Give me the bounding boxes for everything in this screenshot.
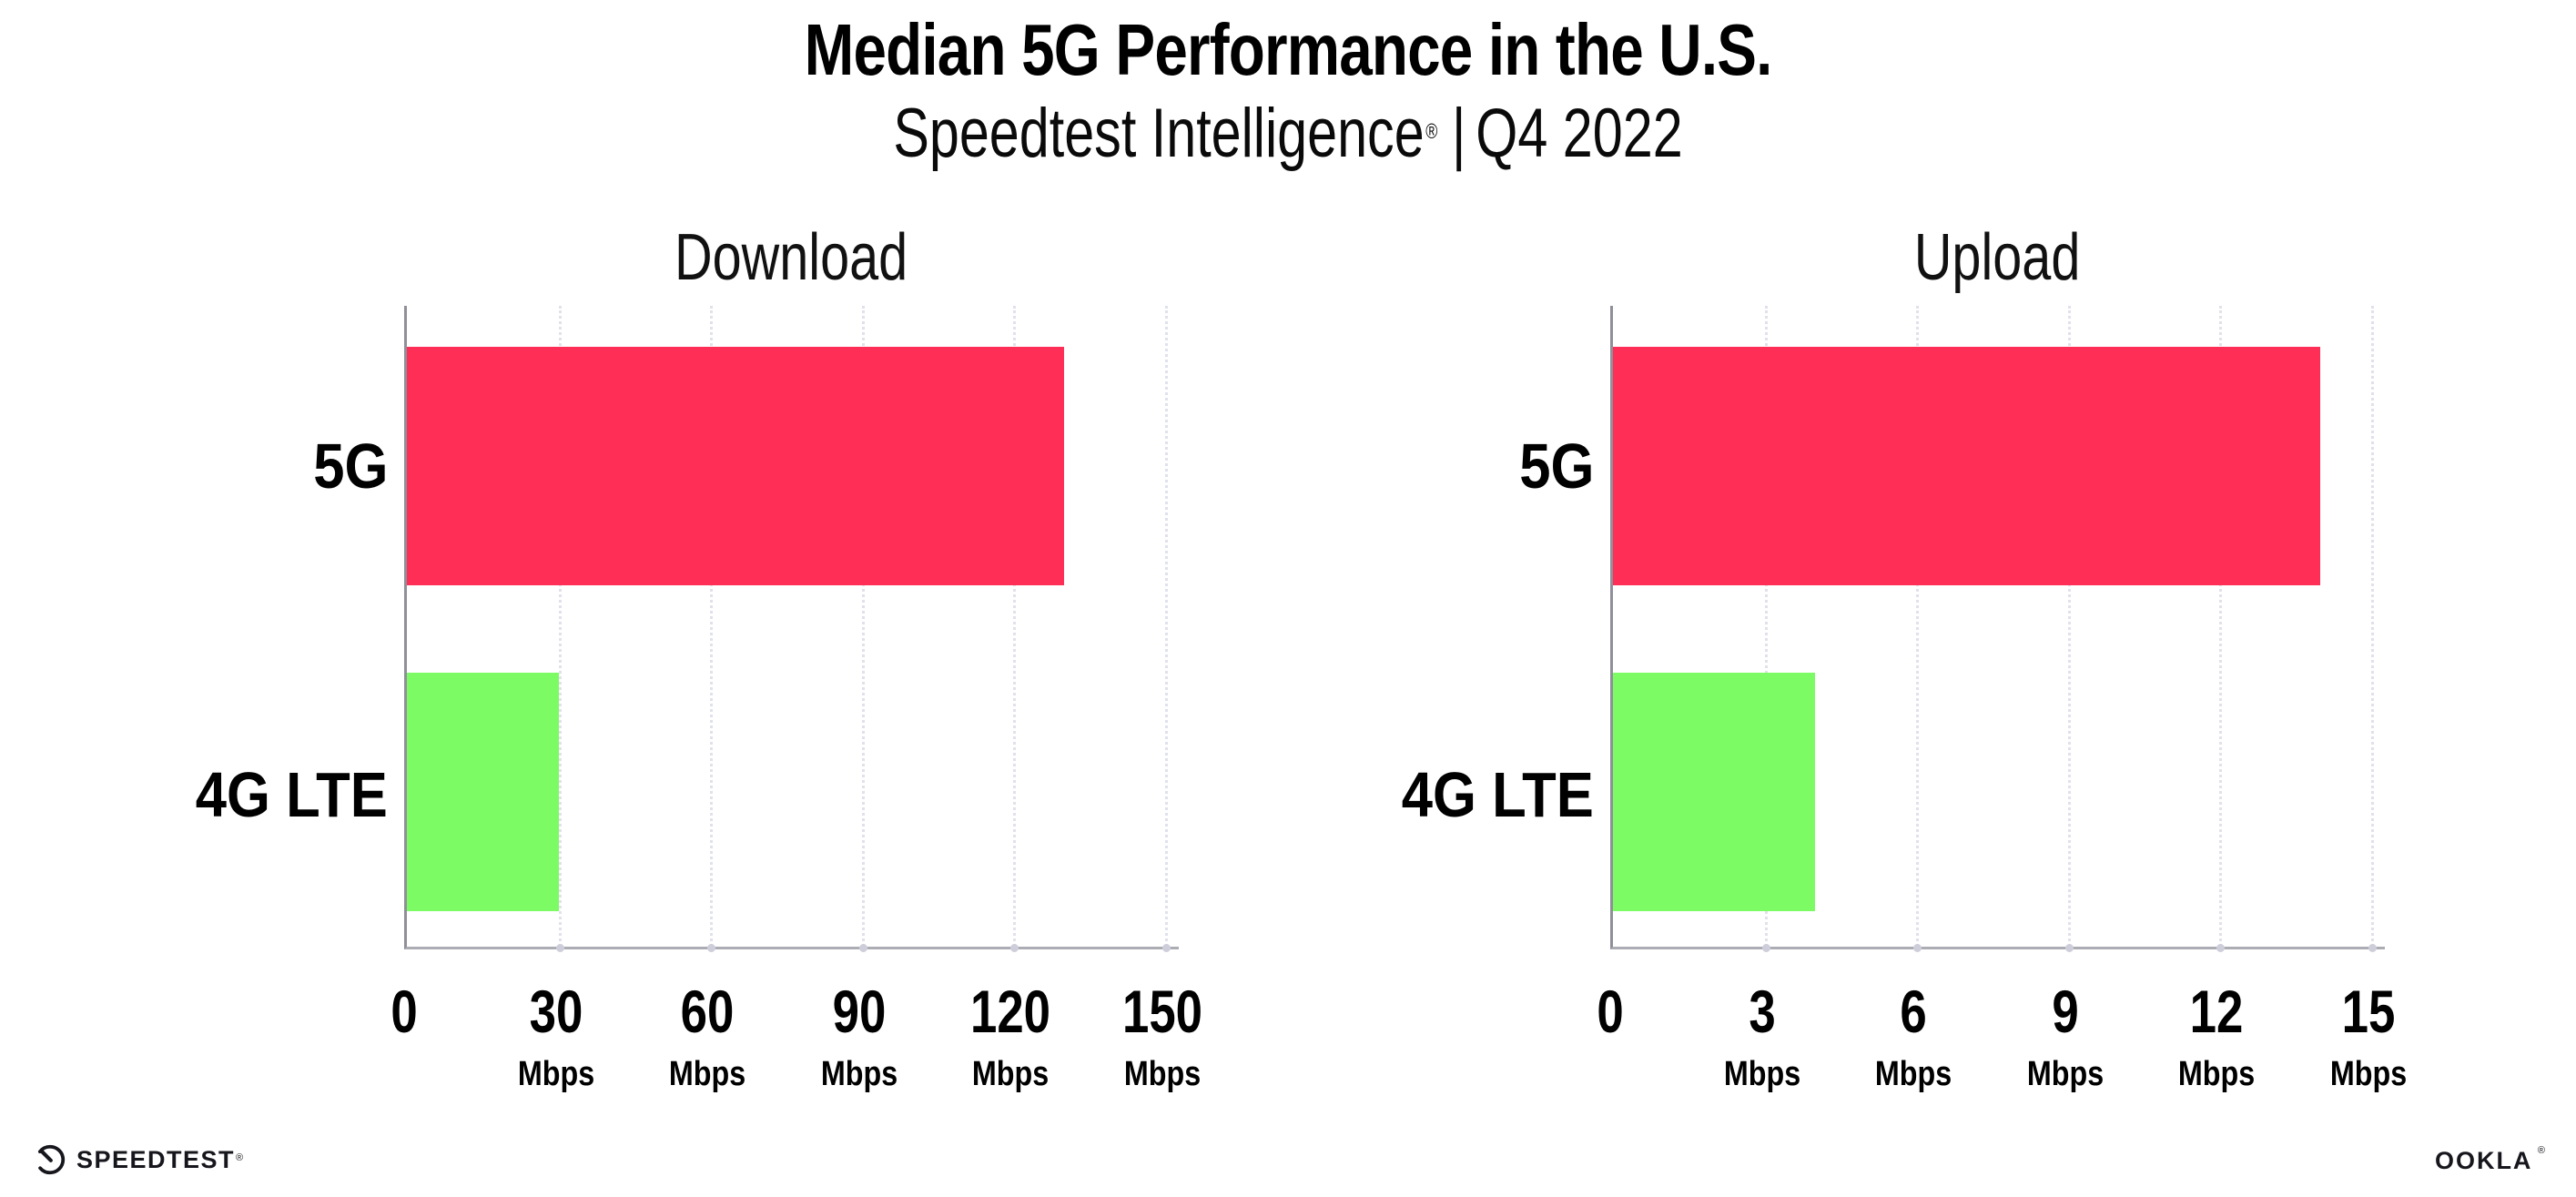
registered-mark: ®	[1425, 118, 1438, 143]
upload-plot-area	[1610, 306, 2385, 952]
x-tick: 3 Mbps	[1723, 978, 1800, 1093]
gridline	[858, 306, 867, 952]
category-label-5g: 5G	[1518, 431, 1594, 502]
subtitle-brand: Speedtest Intelligence	[893, 95, 1425, 172]
header: Median 5G Performance in the U.S. Speedt…	[0, 11, 2576, 173]
x-tick: 9 Mbps	[2026, 978, 2104, 1093]
gridline	[1162, 306, 1171, 952]
gridline	[1913, 306, 1922, 952]
gridline	[2216, 306, 2226, 952]
bar-4g-lte	[407, 673, 559, 912]
gridline	[1761, 306, 1770, 952]
page-title: Median 5G Performance in the U.S.	[0, 11, 2576, 89]
category-label-4g-lte: 4G LTE	[1401, 759, 1594, 831]
speedtest-logo: SPEEDTEST ®	[33, 1142, 243, 1177]
download-chart: Download 5G 4G LTE 0 30 Mbps	[137, 209, 1202, 1104]
upload-x-axis: 0 3 Mbps 6 Mbps 9 Mbps 12 Mbps 15 Mbps	[1597, 949, 2407, 1104]
speedtest-gauge-icon	[35, 1144, 66, 1175]
speedtest-registered-mark: ®	[236, 1152, 244, 1163]
download-plot-area	[404, 306, 1179, 952]
x-tick: 120 Mbps	[970, 978, 1051, 1093]
bar-5g	[1613, 347, 2321, 585]
download-x-axis: 0 30 Mbps 60 Mbps 90 Mbps 120 Mbps 150 M…	[390, 949, 1202, 1104]
download-chart-title: Download	[674, 221, 908, 294]
gridline	[2064, 306, 2074, 952]
page-title-text: Median 5G Performance in the U.S.	[804, 9, 1773, 90]
gridline	[2368, 306, 2377, 952]
ookla-logo: OOKLA ®	[2434, 1145, 2545, 1175]
x-tick: 0	[1597, 978, 1624, 1045]
x-tick: 0	[390, 978, 418, 1045]
subtitle-separator: |	[1451, 95, 1466, 172]
upload-scale	[1613, 306, 2377, 952]
upload-chart: Upload 5G 4G LTE 0 3 Mbps	[1343, 209, 2407, 1104]
x-tick: 6 Mbps	[1875, 978, 1952, 1093]
x-tick: 30 Mbps	[517, 978, 594, 1093]
download-category-labels: 5G 4G LTE	[137, 306, 404, 949]
gridline	[1010, 306, 1019, 952]
speedtest-wordmark: SPEEDTEST	[76, 1145, 236, 1173]
gridline	[555, 306, 564, 952]
bar-4g-lte	[1613, 673, 1816, 912]
x-tick: 15 Mbps	[2329, 978, 2408, 1093]
subtitle-period: Q4 2022	[1476, 95, 1683, 172]
gridline	[707, 306, 716, 952]
category-label-4g-lte: 4G LTE	[195, 759, 388, 831]
x-tick: 90 Mbps	[820, 978, 898, 1093]
ookla-registered-mark: ®	[2537, 1145, 2545, 1156]
ookla-wordmark: OOKLA	[2434, 1147, 2533, 1174]
upload-chart-title: Upload	[1914, 221, 2081, 294]
x-tick: 150 Mbps	[1121, 978, 1203, 1093]
x-tick: 12 Mbps	[2178, 978, 2256, 1093]
category-label-5g: 5G	[312, 431, 388, 502]
upload-category-labels: 5G 4G LTE	[1343, 306, 1610, 949]
bar-5g	[407, 347, 1064, 585]
charts-row: Download 5G 4G LTE 0 30 Mbps	[137, 209, 2407, 1104]
download-scale	[407, 306, 1171, 952]
page-subtitle: Speedtest Intelligence® | Q4 2022	[0, 95, 2576, 173]
x-tick: 60 Mbps	[669, 978, 746, 1093]
